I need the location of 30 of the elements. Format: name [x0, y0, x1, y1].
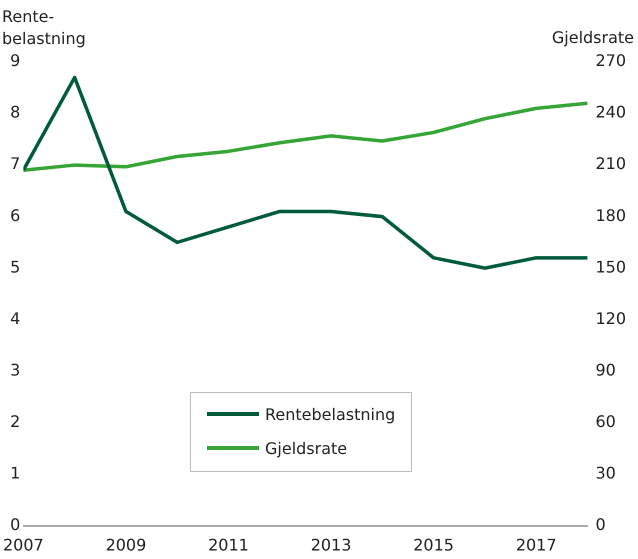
y-tick-label: 1 — [10, 463, 20, 482]
y2-tick-label: 90 — [595, 360, 616, 380]
y2-tick-label: 270 — [595, 51, 626, 70]
legend-label: Rentebelastning — [265, 404, 396, 424]
y-tick-label: 8 — [10, 102, 20, 122]
y2-axis-title: Gjeldsrate — [552, 28, 634, 47]
y2-tick-label: 150 — [595, 257, 626, 276]
y-tick-label: 0 — [10, 514, 20, 534]
y2-tick-label: 0 — [595, 514, 606, 534]
y-tick-label: 3 — [10, 360, 20, 380]
y-tick-label: 6 — [10, 206, 20, 225]
y-tick-label: 5 — [10, 257, 20, 276]
x-tick-label: 2017 — [516, 536, 557, 555]
legend-label: Gjeldsrate — [265, 438, 348, 458]
y2-tick-label: 120 — [595, 308, 626, 328]
y2-tick-label: 210 — [595, 154, 626, 174]
y2-tick-label: 240 — [595, 102, 626, 122]
y2-tick-label: 30 — [595, 463, 616, 482]
x-tick-label: 2011 — [208, 536, 249, 555]
x-tick-label: 2009 — [106, 536, 146, 555]
y2-tick-label: 60 — [595, 412, 616, 431]
y-tick-label: 7 — [10, 154, 20, 174]
y-tick-label: 2 — [10, 412, 20, 431]
x-tick-label: 2015 — [413, 536, 454, 555]
y-tick-label: 9 — [10, 51, 20, 70]
y-axis-title: Rente- belastning — [2, 6, 86, 50]
y2-tick-label: 180 — [595, 206, 626, 225]
y-tick-label: 4 — [10, 308, 20, 328]
x-tick-label: 2007 — [3, 536, 44, 555]
x-tick-label: 2013 — [310, 536, 352, 555]
